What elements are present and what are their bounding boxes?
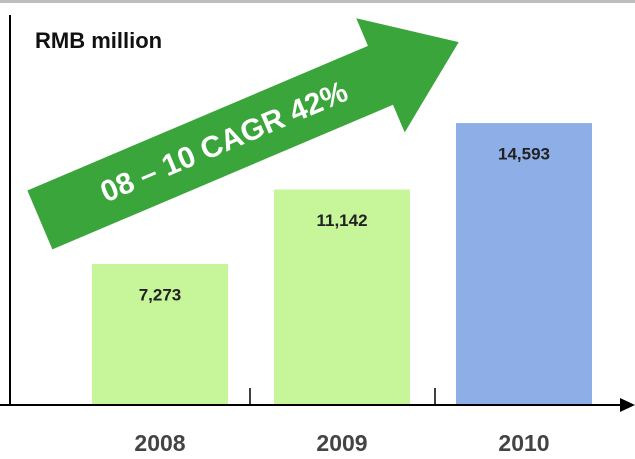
x-axis-arrow xyxy=(620,398,635,412)
bar xyxy=(92,263,228,404)
bar xyxy=(456,123,592,404)
x-tick-label: 2008 xyxy=(134,430,185,456)
x-tick-label: 2009 xyxy=(316,430,367,456)
bars: 7,273 11,142 14,593 xyxy=(92,123,592,404)
annotation: 08 – 10 CAGR 42% xyxy=(96,75,353,209)
value-label: 14,593 xyxy=(498,145,550,164)
top-border xyxy=(0,0,635,3)
bar xyxy=(274,189,410,404)
value-label: 7,273 xyxy=(139,285,182,304)
arrow-shape xyxy=(27,18,459,250)
x-tick-label: 2010 xyxy=(498,430,549,456)
value-label: 11,142 xyxy=(316,211,367,230)
y-axis-label: RMB million xyxy=(35,28,162,53)
